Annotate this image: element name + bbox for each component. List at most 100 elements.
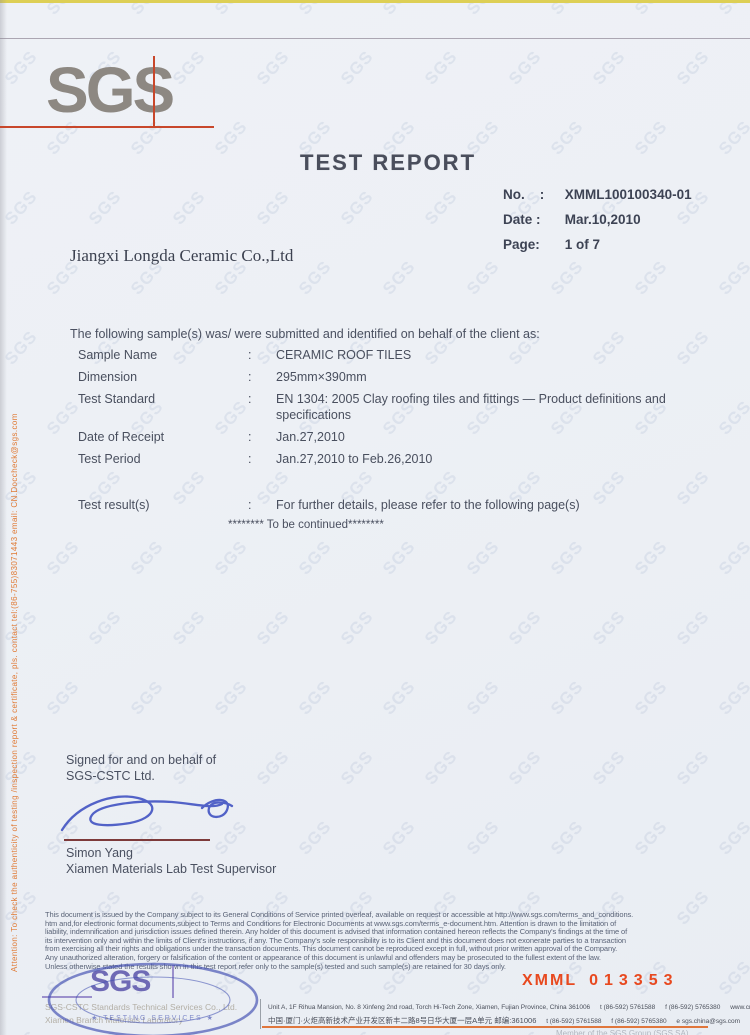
sgs-watermark: SGS: [253, 46, 294, 89]
sgs-watermark: SGS: [169, 46, 210, 89]
sgs-watermark: SGS: [715, 256, 750, 299]
sgs-watermark: SGS: [631, 256, 672, 299]
sgs-watermark: SGS: [589, 746, 630, 789]
sgs-watermark: SGS: [421, 1027, 462, 1035]
signed-for-line: Signed for and on behalf of: [66, 753, 217, 767]
company-stamp: ★ TESTING SERVICES ★: [47, 962, 259, 1035]
field-label: Test Standard: [78, 392, 156, 406]
sgs-watermark: SGS: [715, 536, 750, 579]
sgs-watermark: SGS: [1, 886, 42, 929]
footer-tel: t (86-592) 5761588: [546, 1018, 602, 1025]
sgs-watermark: SGS: [253, 186, 294, 229]
sgs-watermark: SGS: [295, 536, 336, 579]
sgs-watermark: SGS: [1, 1027, 42, 1035]
sgs-watermark: SGS: [1, 326, 42, 369]
report-serial-number: XMML 013353: [522, 972, 679, 990]
scan-top-rule: [0, 38, 750, 39]
legal-line: liability, indemnification and jurisdict…: [45, 928, 628, 937]
signature-underline: [64, 839, 210, 841]
sgs-watermark: SGS: [463, 536, 504, 579]
sgs-watermark: SGS: [631, 816, 672, 859]
legal-line: htm and,for electronic format documents,…: [45, 919, 617, 928]
sgs-watermark: SGS: [85, 606, 126, 649]
sgs-watermark: SGS: [631, 536, 672, 579]
sgs-watermark: SGS: [715, 116, 750, 159]
sgs-watermark: SGS: [547, 536, 588, 579]
sgs-watermark: SGS: [379, 676, 420, 719]
legal-line: from exercising all their rights and obl…: [45, 945, 618, 954]
footer-fax: f (86-592) 5765380: [665, 1004, 721, 1011]
legal-line: Any unauthorized alteration, forgery or …: [45, 953, 601, 962]
footer-divider: [260, 999, 261, 1029]
sgs-watermark: SGS: [379, 536, 420, 579]
sgs-watermark: SGS: [253, 746, 294, 789]
sgs-watermark: SGS: [211, 536, 252, 579]
report-meta: No. : XMML100100340-01 Date : Mar.10,201…: [503, 182, 692, 257]
field-colon: :: [248, 430, 252, 444]
field-value: 295mm×390mm: [276, 370, 367, 384]
sgs-watermark: SGS: [127, 536, 168, 579]
meta-page-label: Page:: [503, 237, 540, 252]
field-colon: :: [248, 392, 252, 406]
sgs-watermark: SGS: [337, 1027, 378, 1035]
sgs-watermark: SGS: [421, 46, 462, 89]
sgs-watermark: SGS: [379, 256, 420, 299]
to-be-continued-note: ******** To be continued********: [228, 519, 384, 531]
field-value: Jan.27,2010: [276, 430, 345, 444]
field-colon: :: [248, 452, 252, 466]
sgs-watermark: SGS: [673, 46, 714, 89]
sgs-watermark: SGS: [715, 676, 750, 719]
sgs-watermark: SGS: [505, 606, 546, 649]
field-row-test-standard: Test Standard : EN 1304: 2005 Clay roofi…: [78, 391, 688, 423]
sgs-watermark: SGS: [505, 1027, 546, 1035]
meta-page-value: 1 of 7: [564, 237, 601, 252]
sgs-watermark: SGS: [1, 606, 42, 649]
footer-logo-horizontal-line: [42, 996, 92, 998]
sgs-watermark: SGS: [211, 116, 252, 159]
sgs-watermark: SGS: [631, 676, 672, 719]
authenticity-side-note: Attention: To check the authenticity of …: [10, 413, 19, 972]
sgs-watermark: SGS: [337, 186, 378, 229]
footer-address-row-en: Unit A, 1F Rihua Mansion, No. 8 Xinfeng …: [268, 1001, 750, 1014]
legal-line: Unless otherwise stated the results show…: [45, 962, 506, 971]
field-label: Date of Receipt: [78, 430, 165, 444]
company-short-line: SGS-CSTC Ltd.: [66, 769, 155, 783]
sgs-watermark: SGS: [547, 256, 588, 299]
meta-date-value: Mar.10,2010: [564, 212, 641, 227]
sgs-watermark: SGS: [673, 606, 714, 649]
field-value: EN 1304: 2005 Clay roofing tiles and fit…: [276, 392, 666, 422]
legal-line: its intervention only and within the lim…: [45, 936, 626, 945]
footer-address-row-cn: 中国·厦门·火炬高新技术产业开发区新丰二路8号日华大厦一层A单元 邮编:3610…: [268, 1014, 750, 1028]
scan-top-strip: [0, 0, 750, 3]
meta-no-label: No. :: [503, 187, 545, 202]
sgs-watermark: SGS: [85, 186, 126, 229]
footer-tel: t (86-592) 5761588: [599, 1004, 656, 1011]
footer-sgs-logo: SGS: [90, 965, 151, 998]
sgs-watermark: SGS: [1, 746, 42, 789]
sgs-watermark: SGS: [295, 816, 336, 859]
field-colon: :: [248, 498, 252, 512]
sgs-watermark: SGS: [715, 396, 750, 439]
signer-title: Xiamen Materials Lab Test Supervisor: [66, 862, 277, 876]
sample-fields-table: Sample Name : CERAMIC ROOF TILES Dimensi…: [78, 347, 688, 531]
scan-left-edge-shade: [0, 0, 7, 1035]
footer-company-line1: SGS-CSTC Standards Technical Services Co…: [45, 1002, 238, 1012]
sgs-watermark: SGS: [673, 746, 714, 789]
meta-row-no: No. : XMML100100340-01: [503, 182, 692, 207]
sgs-watermark: SGS: [337, 746, 378, 789]
sgs-watermark: SGS: [211, 676, 252, 719]
sgs-watermark: SGS: [169, 606, 210, 649]
sgs-logo-horizontal-line: [0, 126, 214, 128]
page-title: TEST REPORT: [300, 150, 477, 175]
field-value: For further details, please refer to the…: [276, 498, 580, 512]
sgs-watermark: SGS: [421, 746, 462, 789]
sgs-watermark: SGS: [295, 256, 336, 299]
footer-website: www.cn.sgs.com: [730, 1004, 750, 1011]
footer-address: Unit A, 1F Rihua Mansion, No. 8 Xinfeng …: [268, 1001, 750, 1028]
address-cn: 中国·厦门·火炬高新技术产业开发区新丰二路8号日华大厦一层A单元 邮编:3610…: [268, 1016, 537, 1025]
sgs-watermark: SGS: [43, 676, 84, 719]
field-label: Test result(s): [78, 498, 150, 512]
signature-preamble: Signed for and on behalf of SGS-CSTC Ltd…: [66, 752, 216, 784]
serial-digits: 013353: [589, 972, 679, 989]
